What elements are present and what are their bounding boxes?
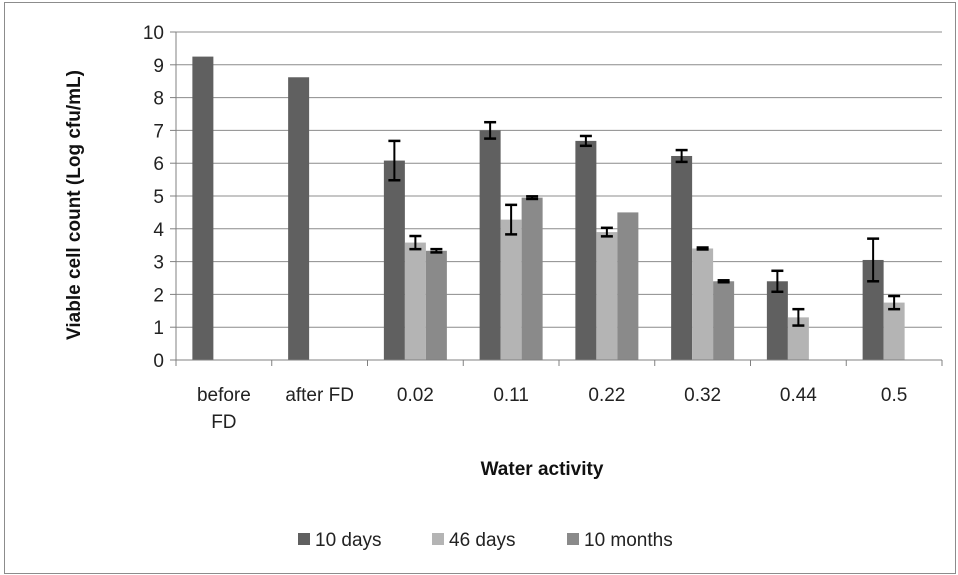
x-tick-label: 0.22 [588, 385, 625, 406]
bar [383, 160, 405, 360]
y-tick-label: 5 [153, 187, 164, 208]
error-bars [388, 120, 901, 327]
legend-label: 46 days [449, 530, 516, 551]
bar [288, 77, 310, 360]
x-tick-label: after FD [285, 385, 354, 406]
x-tick-label: 0.5 [881, 385, 907, 406]
y-axis-title: Viable cell count (Log cfu/mL) [64, 70, 85, 340]
bar [521, 197, 543, 360]
y-tick-label: 9 [153, 56, 164, 77]
bar [713, 281, 735, 360]
y-tick-label: 10 [143, 23, 164, 44]
y-tick-label: 8 [153, 89, 164, 110]
legend: 10 days 46 days 10 months [298, 530, 673, 551]
bar [575, 140, 597, 360]
y-tick-label: 4 [153, 220, 164, 241]
x-axis-title: Water activity [481, 459, 604, 480]
x-tick-label: 0.32 [684, 385, 721, 406]
y-tick-label: 7 [153, 121, 164, 142]
y-tick-label: 1 [153, 318, 164, 339]
legend-swatch [298, 533, 310, 545]
legend-swatch [432, 533, 444, 545]
bar [479, 130, 501, 360]
x-tick-label: before [197, 385, 251, 406]
y-axis-ticks: 0 1 2 3 4 5 6 7 8 9 10 [143, 23, 176, 372]
bar [787, 317, 809, 360]
legend-label: 10 days [315, 530, 382, 551]
bar [192, 56, 214, 360]
x-axis-ticks: before FD after FD 0.02 0.11 0.22 0.32 0.44 0.5 [175, 360, 943, 433]
legend-swatch [567, 533, 579, 545]
y-tick-label: 3 [153, 253, 164, 274]
x-tick-label: 0.02 [397, 385, 434, 406]
y-tick-label: 2 [153, 285, 164, 306]
bar [596, 232, 618, 360]
y-tick-label: 6 [153, 154, 164, 175]
bar [617, 212, 639, 360]
bar [883, 302, 905, 360]
bar [500, 219, 522, 360]
x-tick-label: 0.11 [493, 385, 529, 406]
legend-label: 10 months [584, 530, 673, 551]
bar [425, 250, 447, 360]
bar [404, 242, 426, 360]
bar [671, 155, 693, 360]
x-tick-label: 0.44 [780, 385, 817, 406]
bar [766, 281, 788, 360]
y-tick-label: 0 [153, 351, 164, 372]
bar [862, 259, 884, 360]
bar [692, 248, 714, 360]
bars [192, 56, 905, 360]
x-tick-label: FD [211, 412, 236, 433]
